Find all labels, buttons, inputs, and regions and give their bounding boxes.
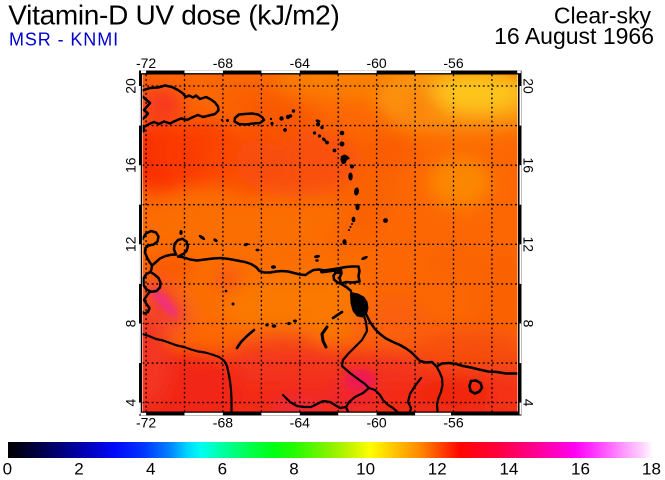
- svg-text:-64: -64: [290, 55, 310, 71]
- svg-text:8: 8: [521, 320, 537, 328]
- svg-text:-56: -56: [443, 55, 463, 71]
- svg-text:-60: -60: [366, 415, 386, 431]
- svg-text:Clear-sky: Clear-sky: [554, 3, 652, 29]
- svg-text:14: 14: [499, 460, 518, 479]
- svg-text:20: 20: [123, 78, 139, 94]
- svg-text:12: 12: [521, 237, 537, 253]
- svg-text:20: 20: [521, 78, 537, 94]
- svg-text:8: 8: [289, 460, 298, 479]
- svg-text:12: 12: [428, 460, 447, 479]
- svg-text:4: 4: [521, 399, 537, 407]
- svg-text:16 August 1966: 16 August 1966: [494, 23, 654, 49]
- svg-text:6: 6: [218, 460, 227, 479]
- svg-text:12: 12: [123, 236, 139, 252]
- svg-text:-68: -68: [213, 415, 233, 431]
- svg-text:10: 10: [356, 460, 375, 479]
- svg-text:18: 18: [642, 460, 661, 479]
- svg-text:2: 2: [74, 460, 83, 479]
- svg-text:-60: -60: [366, 55, 386, 71]
- svg-text:-68: -68: [213, 55, 233, 71]
- svg-text:4: 4: [146, 460, 155, 479]
- svg-text:16: 16: [521, 157, 537, 173]
- svg-text:16: 16: [123, 157, 139, 173]
- svg-text:-64: -64: [290, 415, 310, 431]
- svg-text:-72: -72: [136, 415, 156, 431]
- svg-text:4: 4: [123, 398, 139, 406]
- svg-text:-72: -72: [136, 55, 156, 71]
- svg-text:16: 16: [571, 460, 590, 479]
- svg-text:-56: -56: [443, 415, 463, 431]
- svg-text:0: 0: [3, 460, 12, 479]
- svg-text:Vitamin-D UV dose (kJ/m2): Vitamin-D UV dose (kJ/m2): [8, 0, 339, 31]
- svg-text:8: 8: [123, 319, 139, 327]
- svg-text:MSR - KNMI: MSR - KNMI: [9, 29, 119, 49]
